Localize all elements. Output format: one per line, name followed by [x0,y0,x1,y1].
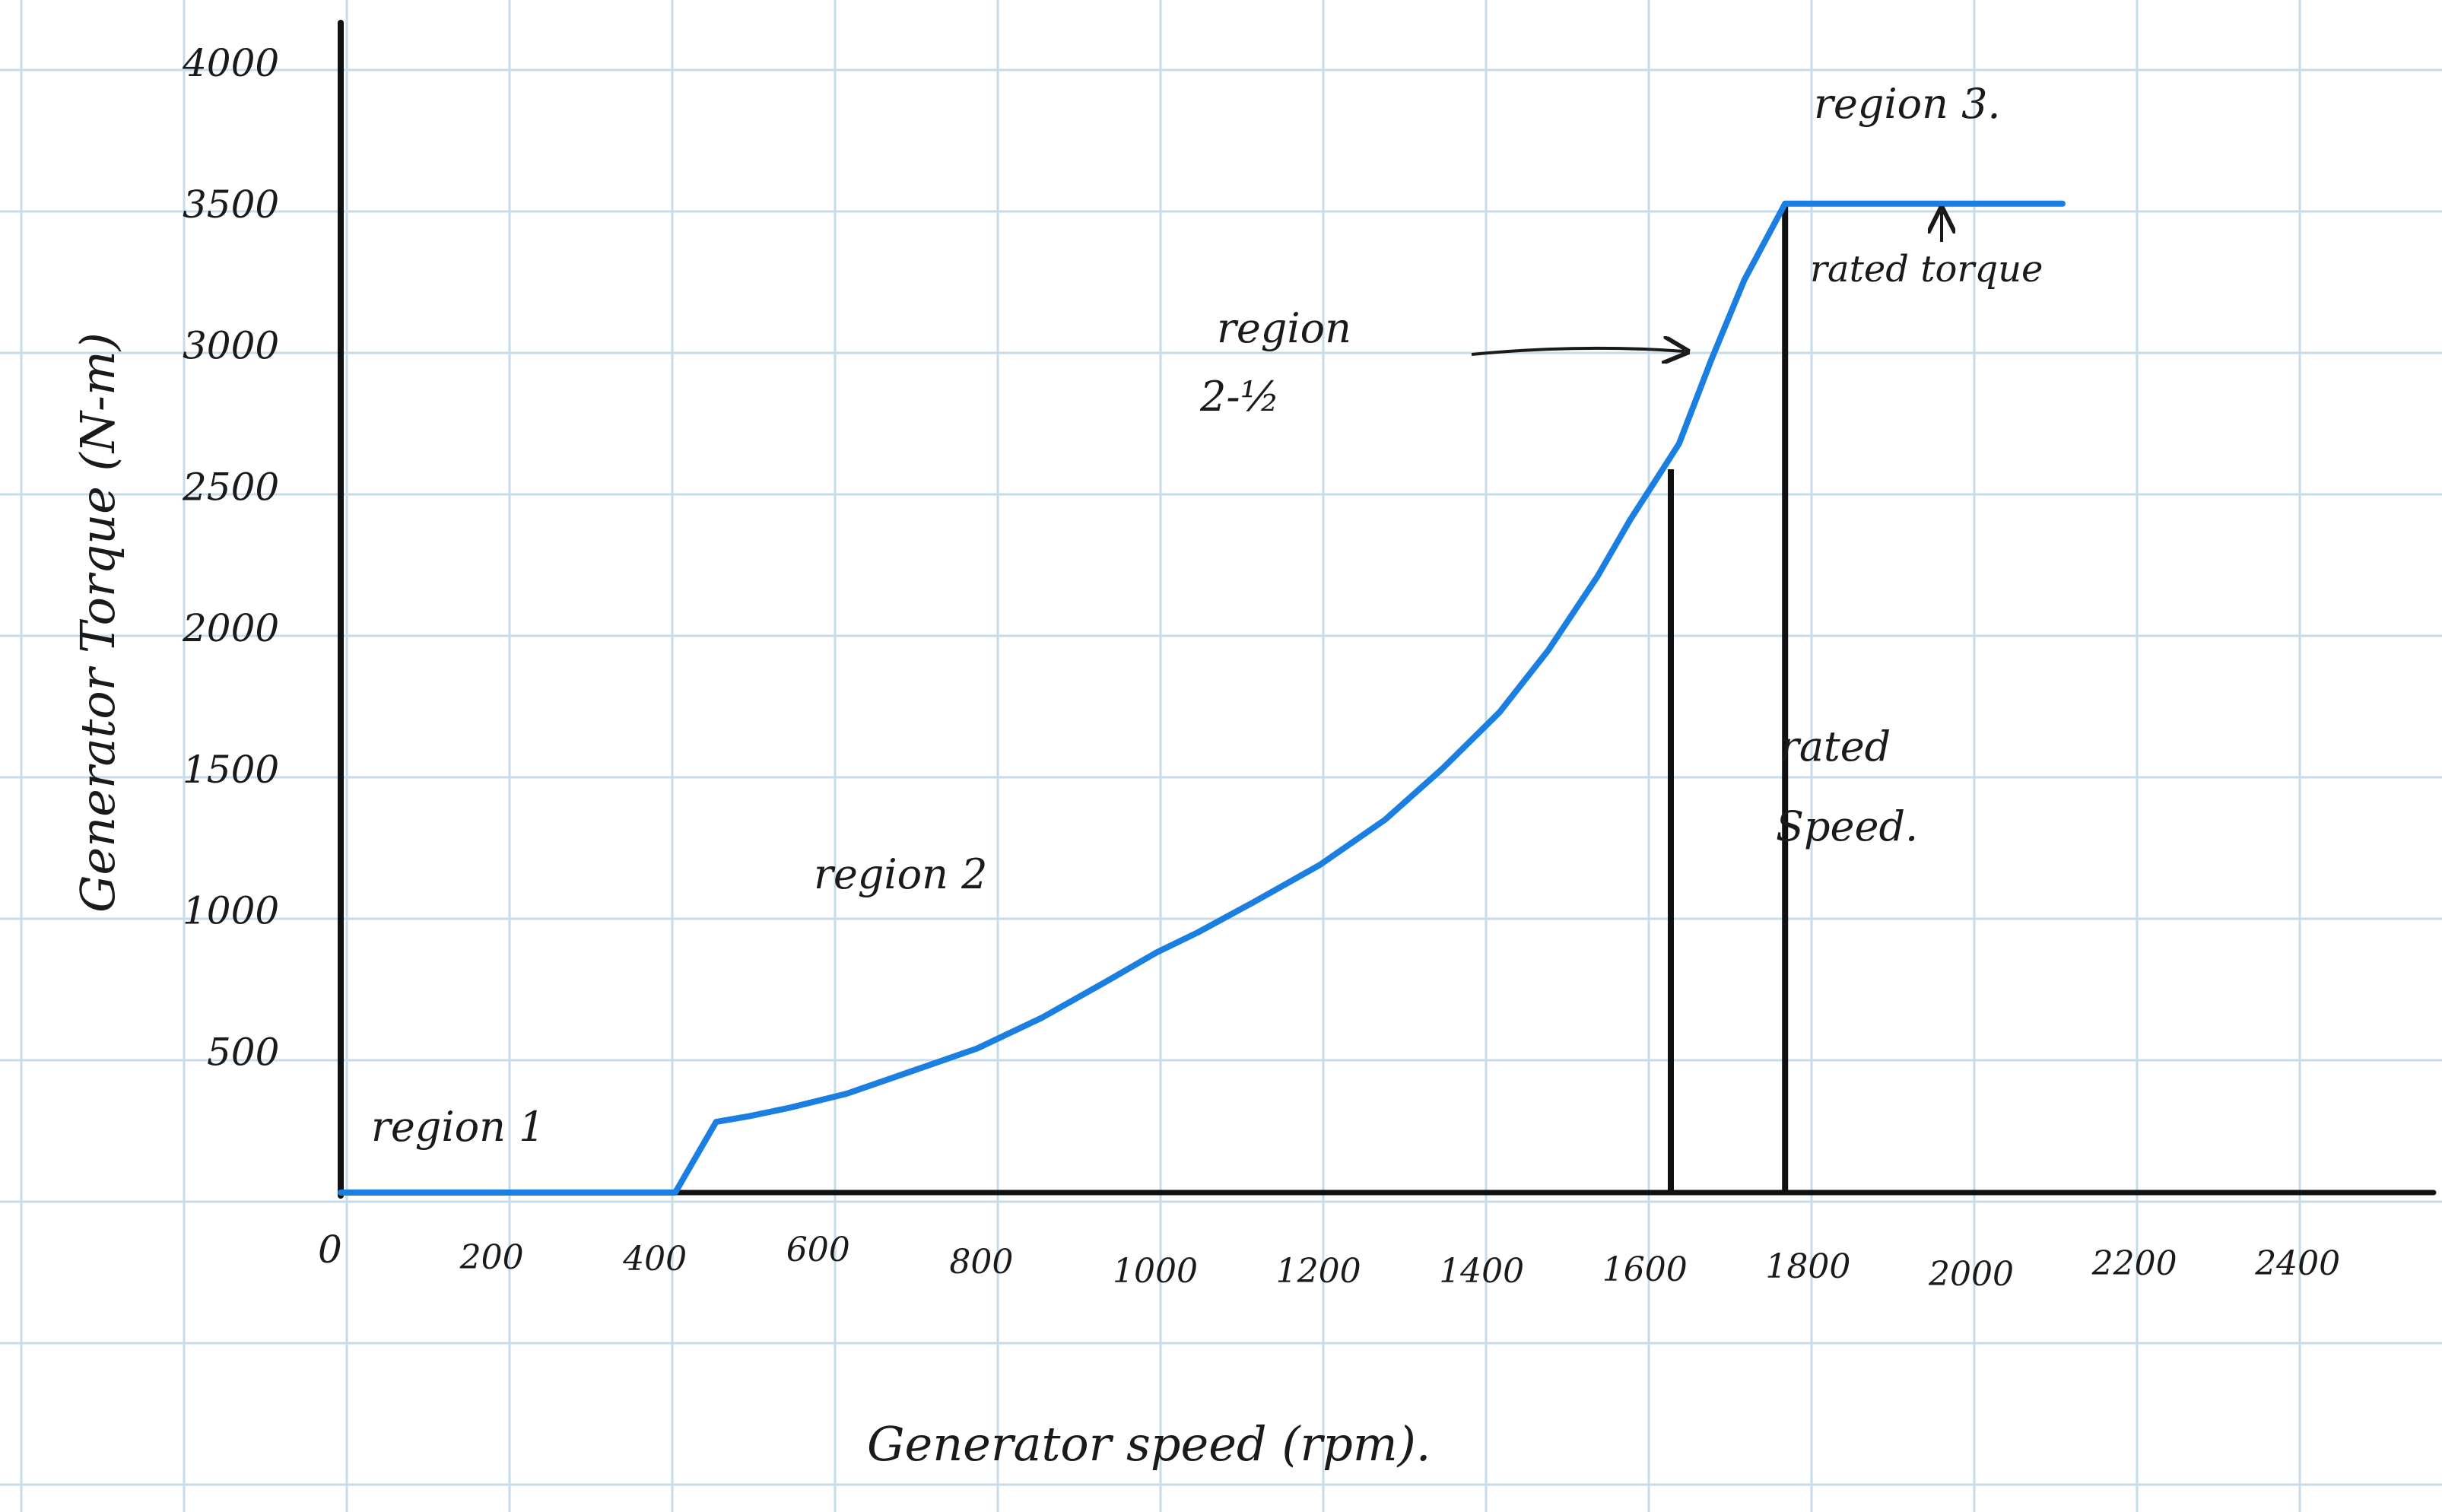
x-tick-label: 1200 [1276,1252,1361,1291]
series-line-1 [338,200,2066,1196]
x-tick-label: 1000 [1113,1252,1198,1291]
x-tick-label: 2400 [2254,1244,2340,1283]
annotation-region-2: region 2 [814,850,987,898]
y-tick-label: 1500 [183,748,279,792]
x-tick-label: 1400 [1439,1252,1524,1291]
y-tick-label: 2500 [182,465,279,509]
annotation-region-2-5-line1: region [1217,304,1351,352]
x-tick-label: 2000 [1928,1255,2014,1294]
x-axis-title: Generator speed (rpm). [867,1416,1431,1472]
x-tick-label: 600 [786,1231,850,1269]
y-tick-label: 1000 [183,889,279,933]
series-layer [338,200,2066,1196]
reference-lines [1667,203,1789,1193]
chart-axes [338,20,2437,1199]
y-tick-label: 500 [207,1030,279,1074]
y-tick-label: 3500 [183,183,279,227]
annotation-rated-speed-line2: Speed. [1776,802,1918,850]
annotation-rated-speed-line1: rated [1780,723,1891,770]
x-tick-label: 800 [949,1243,1013,1282]
x-tick-label: 2200 [2091,1244,2177,1283]
x-tick-label: 400 [622,1240,687,1279]
y-tick-label: 3000 [183,324,279,368]
x-tick-label: 1800 [1765,1247,1850,1286]
y-tick-label: 4000 [182,41,279,85]
x-tick-labels: 0 200 400 600 800 1000 1200 1400 1600 1800 2000 220… [318,1228,2340,1294]
x-tick-label: 0 [318,1228,342,1272]
x-tick-label: 1600 [1602,1250,1688,1289]
x-tick-label: 200 [459,1238,524,1277]
region-2-5-arrow [1471,348,1685,354]
y-axis-title: Generator Torque (N-m) [70,332,125,913]
annotation-region-2-5-line2: 2-½ [1199,373,1280,421]
y-tick-labels: 4000 3500 3000 2500 2000 1500 1000 500 [182,41,279,1074]
y-tick-label: 2000 [182,606,279,650]
annotation-region-3: region 3. [1814,80,2001,128]
annotation-region-1: region 1 [371,1103,545,1151]
annotation-rated-torque: rated torque [1810,248,2043,291]
